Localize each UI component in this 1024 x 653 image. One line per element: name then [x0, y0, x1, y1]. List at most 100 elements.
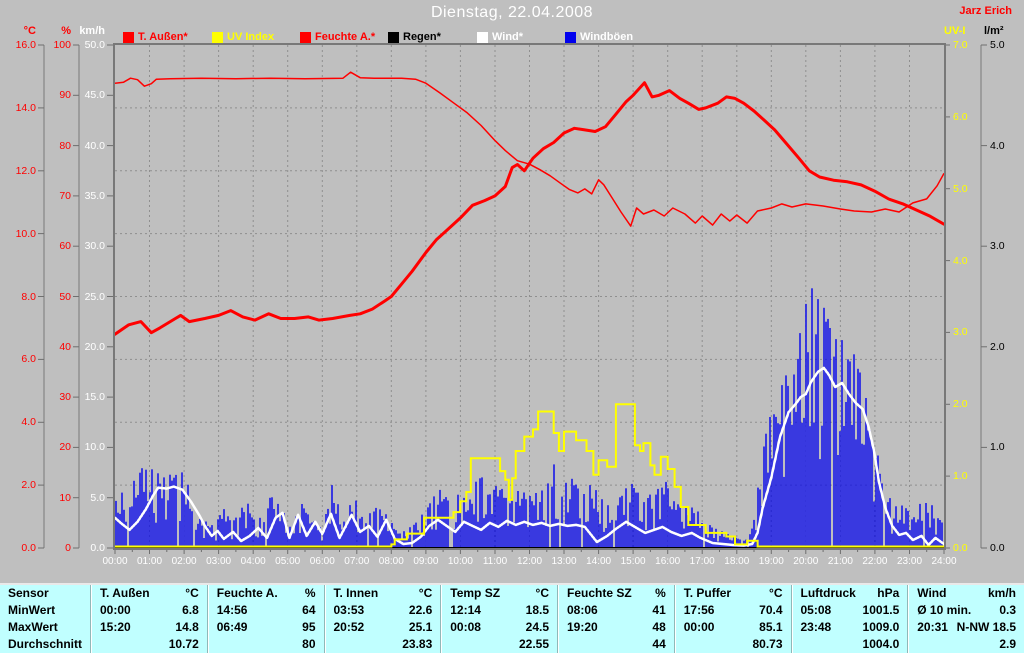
table-cell-value: %	[304, 586, 316, 600]
table-cell-value: 22.6	[408, 603, 433, 617]
table-row-label: MaxWert	[8, 620, 58, 634]
table-cell-value: 41	[652, 603, 666, 617]
series-wind	[115, 366, 944, 547]
wind-tick: 50.0	[84, 39, 105, 51]
table-cell: 12:14 18.5	[440, 602, 557, 619]
uv-tick: 4.0	[953, 254, 968, 267]
x-tick: 14:00	[586, 556, 612, 567]
table-row-label: Sensor	[8, 586, 49, 600]
x-tick: 12:00	[516, 556, 543, 567]
table-cell-value: 95	[302, 620, 316, 634]
x-tick: 19:00	[758, 556, 784, 567]
x-tick: 06:00	[309, 556, 335, 567]
axis-humidity-label: %	[61, 25, 71, 37]
legend-item: T. Außen*	[123, 31, 188, 43]
temp-tick: 4.0	[21, 416, 36, 429]
x-tick: 17:00	[689, 556, 715, 567]
table-cell-time: 17:56	[683, 603, 715, 617]
table-cell-value: 80.73	[752, 637, 783, 651]
axis-uv-label: UV-I	[944, 25, 966, 37]
wind-tick: 25.0	[84, 290, 105, 303]
table-cell-value: 18.5	[525, 603, 549, 617]
table-cell-value: 70.4	[759, 603, 783, 617]
table-cell: 08:06 41	[557, 602, 674, 619]
x-tick: 23:00	[896, 556, 923, 567]
table-cell-time: T. Innen	[333, 586, 379, 600]
table-cell-time: 20:52	[333, 620, 365, 634]
rain-tick: 1.0	[990, 441, 1005, 454]
table-cell: 00:00 6.8	[90, 602, 207, 619]
wind-tick: 10.0	[84, 441, 105, 454]
table-cell-time: 00:00	[683, 620, 715, 634]
rain-tick: 3.0	[990, 240, 1005, 253]
table-cell-time: 14:56	[216, 603, 248, 617]
table-cell: 23.83	[323, 636, 441, 653]
table-cell-time: 19:20	[567, 620, 598, 634]
table-cell: T. Außen °C	[90, 585, 207, 602]
table-cell: T. Innen °C	[323, 585, 441, 602]
series-t-aussen	[115, 81, 944, 336]
table-cell-time: 12:14	[450, 603, 481, 617]
temp-tick: 10.0	[15, 227, 36, 240]
table-cell-value: 1004.0	[862, 637, 900, 651]
table-cell-time: 08:06	[567, 603, 598, 617]
table-cell-time: Feuchte A.	[216, 586, 278, 600]
humidity-tick: 80	[59, 139, 71, 152]
table-cell: 1004.0	[790, 636, 908, 653]
x-tick: 18:00	[724, 556, 750, 567]
humidity-tick: 50	[59, 290, 71, 303]
temp-tick: 2.0	[21, 479, 36, 492]
wind-tick: 40.0	[84, 139, 105, 152]
temp-tick: 14.0	[15, 101, 36, 114]
table-cell-time: 20:31	[917, 620, 948, 634]
table-cell-value: hPa	[877, 586, 900, 600]
x-tick: 22:00	[862, 556, 888, 567]
uv-tick: 0.0	[953, 542, 968, 554]
table-cell-value: 1009.0	[862, 620, 900, 634]
table-cell: 17:56 70.4	[673, 602, 791, 619]
x-tick: 24:00	[931, 556, 957, 567]
series-windboeen	[115, 288, 943, 548]
table-cell-value: 6.8	[182, 603, 199, 617]
table-cell: Wind km/h	[907, 585, 1024, 602]
legend-item: UV Index	[212, 31, 274, 43]
temp-tick: 0.0	[21, 542, 36, 554]
wind-tick: 30.0	[84, 240, 105, 253]
table-cell: 05:08 1001.5	[790, 602, 908, 619]
table-cell-value: 14.8	[175, 620, 199, 634]
x-tick: 13:00	[551, 556, 577, 567]
legend-label: Feuchte A.*	[315, 31, 376, 43]
uv-tick: 3.0	[953, 326, 968, 339]
table-cell-value: 22.55	[518, 637, 549, 651]
uv-tick: 5.0	[953, 182, 968, 195]
legend-label: Wind*	[492, 31, 524, 43]
table-cell-value: 44	[652, 637, 666, 651]
table-cell: Temp SZ °C	[440, 585, 557, 602]
table-cell-value: °C	[185, 586, 199, 600]
wind-tick: 15.0	[84, 391, 105, 404]
legend-label: Regen*	[403, 31, 441, 43]
temp-tick: 8.0	[21, 290, 36, 303]
x-tick: 02:00	[171, 556, 197, 567]
series-uv-index	[115, 403, 944, 548]
legend-label: Windböen	[580, 31, 634, 43]
legend-swatch-icon	[212, 31, 223, 43]
legend-swatch-icon	[300, 31, 311, 43]
table-cell: 00:00 85.1	[673, 619, 791, 636]
uv-tick: 6.0	[953, 110, 968, 123]
table-cell-value: 64	[302, 603, 316, 617]
table-cell: 06:49 95	[206, 619, 324, 636]
table-cell-value: 10.72	[168, 637, 199, 651]
table-cell: Luftdruck hPa	[790, 585, 908, 602]
humidity-tick: 60	[59, 240, 71, 253]
table-cell: 10.72	[90, 636, 207, 653]
legend-item: Windböen	[565, 31, 633, 43]
legend-item: Wind*	[477, 31, 523, 43]
legend-item: Regen*	[388, 31, 441, 43]
x-tick: 09:00	[413, 556, 439, 567]
humidity-tick: 0	[65, 542, 71, 554]
wind-tick: 20.0	[84, 340, 105, 353]
table-cell-time: Temp SZ	[450, 586, 501, 600]
table-cell-value: °C	[769, 586, 783, 600]
